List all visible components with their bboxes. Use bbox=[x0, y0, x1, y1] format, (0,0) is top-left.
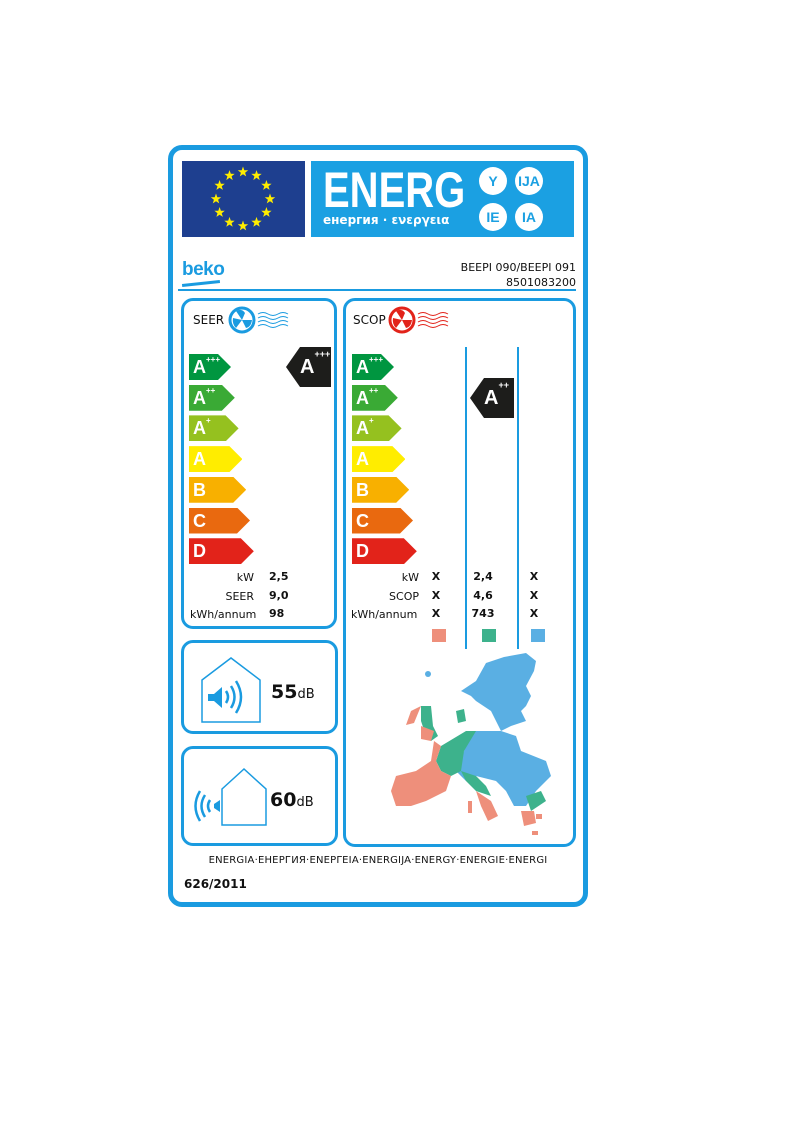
scop-kwh-label: kWh/annum bbox=[351, 608, 418, 621]
seer-kwh-label: kWh/annum bbox=[190, 608, 257, 621]
zone-value: X bbox=[431, 607, 441, 620]
energy-class-bar: A bbox=[352, 446, 405, 472]
zone-value: 2,4 bbox=[473, 570, 493, 583]
indoor-noise-value: 55dB bbox=[271, 681, 315, 703]
seer-seer-value: 9,0 bbox=[269, 589, 289, 602]
star-icon bbox=[237, 166, 249, 177]
scop-rating-indicator: A++ bbox=[470, 378, 514, 418]
scop-scop-label: SCOP bbox=[389, 590, 419, 603]
seer-kw-label: kW bbox=[236, 571, 254, 584]
scop-kw-label: kW bbox=[401, 571, 419, 584]
seer-seer-label: SEER bbox=[225, 590, 254, 603]
energy-class-bar: A++ bbox=[352, 385, 398, 411]
star-icon bbox=[261, 207, 272, 217]
energy-words-footer: ENERGIA·ЕНЕРГИЯ·ΕΝΕΡΓΕΙΑ·ENERGIJA·ENERGY… bbox=[208, 855, 548, 866]
energy-class-bar: A bbox=[189, 446, 242, 472]
energy-class-bar: C bbox=[352, 508, 413, 534]
star-icon bbox=[237, 220, 249, 231]
zone-color-key bbox=[531, 629, 545, 642]
europe-climate-map bbox=[391, 653, 551, 835]
eu-flag-icon bbox=[182, 161, 305, 237]
energy-class-bar: D bbox=[189, 538, 254, 564]
energy-subtitle: енергия · ενεργεια bbox=[323, 213, 450, 227]
regulation-number: 626/2011 bbox=[184, 877, 247, 891]
zone-value: X bbox=[529, 607, 539, 620]
suffix-y: Y bbox=[479, 167, 507, 195]
energy-class-bar: D bbox=[352, 538, 417, 564]
star-icon bbox=[224, 170, 235, 181]
zone-color-key bbox=[482, 629, 496, 642]
star-icon bbox=[251, 216, 262, 227]
star-icon bbox=[224, 216, 235, 227]
suffix-ie: IE bbox=[479, 203, 507, 231]
zone-value: X bbox=[529, 570, 539, 583]
star-icon bbox=[251, 170, 262, 181]
suffix-ija: IJA bbox=[515, 167, 543, 195]
model-code: 8501083200 bbox=[506, 276, 576, 289]
outdoor-noise-value: 60dB bbox=[270, 789, 314, 811]
energy-class-bar: A+++ bbox=[189, 354, 231, 380]
zone-divider bbox=[517, 347, 519, 649]
zone-color-key bbox=[432, 629, 446, 642]
zone-value: X bbox=[431, 570, 441, 583]
energy-class-bar: A+ bbox=[189, 415, 239, 441]
seer-kw-value: 2,5 bbox=[269, 570, 289, 583]
zone-value: X bbox=[529, 588, 539, 602]
star-icon bbox=[214, 207, 225, 217]
energy-header-band: ENERG енергия · ενεργεια Y IJA IE IA bbox=[311, 161, 574, 237]
zone-divider bbox=[465, 347, 467, 649]
zone-warm-region bbox=[391, 706, 542, 835]
seer-panel: SEER A+++ A++ A+ A B C D A+++ kW 2,5 SEER 9,0 … bbox=[181, 298, 337, 629]
seer-kwh-value: 98 bbox=[269, 607, 285, 620]
energy-class-bar: B bbox=[352, 477, 409, 503]
seer-title: SEER bbox=[193, 313, 225, 327]
energy-class-bar: C bbox=[189, 508, 250, 534]
indoor-noise-panel: 55dB bbox=[181, 640, 338, 734]
indoor-speaker-house-icon bbox=[201, 657, 261, 723]
energy-class-bar: A+++ bbox=[352, 354, 394, 380]
outdoor-noise-panel: 60dB bbox=[181, 746, 338, 846]
suffix-ia: IA bbox=[515, 203, 543, 231]
zone-value: 743 bbox=[471, 607, 495, 620]
scop-title: SCOP bbox=[353, 313, 386, 327]
outdoor-speaker-house-icon bbox=[194, 767, 267, 826]
cooling-fan-icon bbox=[228, 306, 289, 334]
zone-average-region bbox=[421, 706, 546, 811]
energy-class-bar: A+ bbox=[352, 415, 402, 441]
scop-panel: SCOP A+++ A++ A+ A B C D A++ kW SCOP kWh/annum… bbox=[343, 298, 576, 847]
energy-class-bar: A++ bbox=[189, 385, 235, 411]
zone-value: X bbox=[431, 588, 441, 602]
star-icon bbox=[210, 193, 222, 204]
model-name: BEEPI 090/BEEPI 091 bbox=[460, 261, 576, 274]
energy-label-frame bbox=[168, 145, 588, 907]
star-icon bbox=[264, 193, 276, 204]
star-icon bbox=[261, 180, 272, 190]
zone-value: 4,6 bbox=[473, 588, 493, 602]
star-icon bbox=[214, 180, 225, 190]
brand-logo: beko bbox=[182, 259, 225, 280]
heating-fan-icon bbox=[388, 306, 449, 334]
zone-cold-region bbox=[425, 653, 551, 806]
energy-class-bar: B bbox=[189, 477, 246, 503]
seer-rating-indicator: A+++ bbox=[286, 347, 331, 387]
divider bbox=[178, 289, 576, 291]
energ-title: ENERG bbox=[323, 163, 466, 218]
